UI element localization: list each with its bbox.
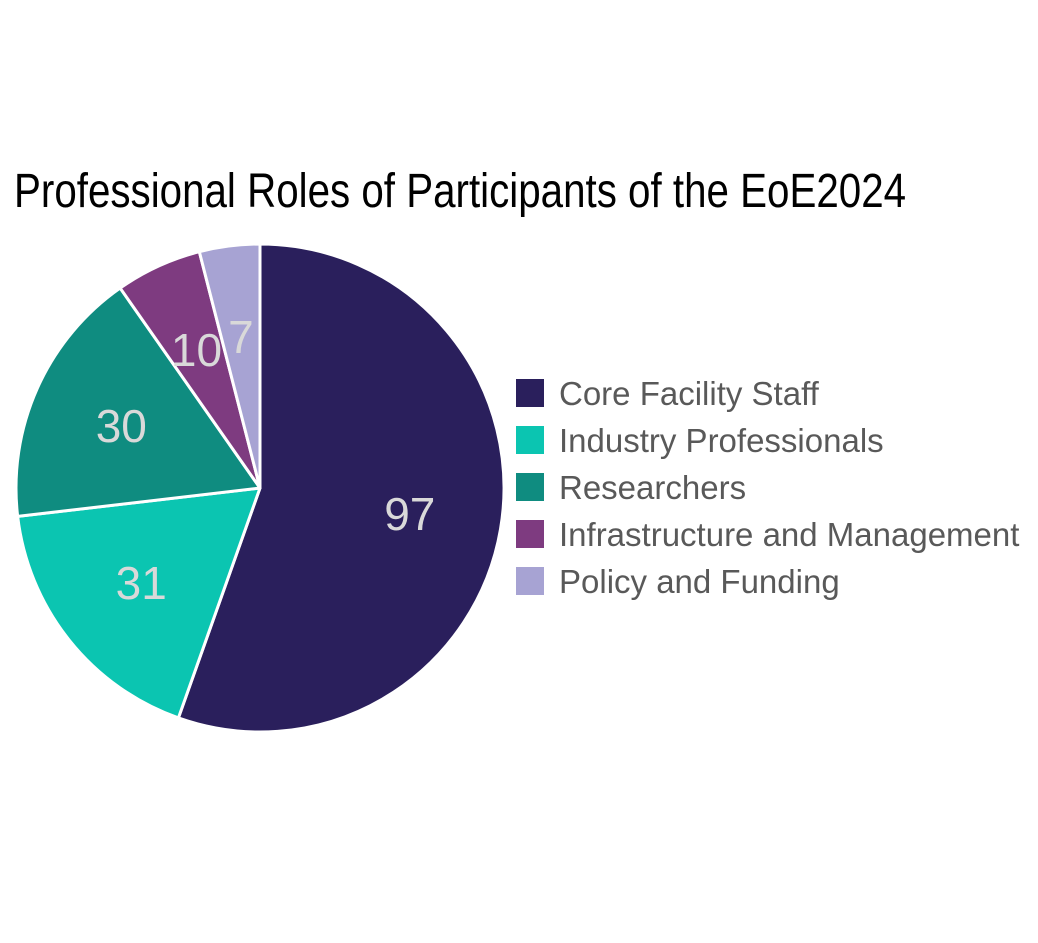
pie-slice-4 [197, 242, 262, 490]
legend-label-4: Policy and Funding [559, 562, 840, 600]
slice-value-label-0: 97 [384, 488, 435, 540]
legend-item-0: Core Facility Staff [516, 374, 1019, 412]
legend-swatch-icon-0 [516, 379, 544, 407]
legend-swatch-icon-3 [516, 520, 544, 548]
legend: Core Facility Staff Industry Professional… [516, 374, 1020, 600]
legend-item-2: Researchers [516, 468, 1019, 506]
pie-slice-2 [14, 286, 262, 518]
legend-label-0: Core Facility Staff [559, 374, 819, 412]
pie-slice-0 [176, 242, 506, 734]
legend-swatch-icon-2 [516, 473, 544, 501]
legend-swatch-icon-1 [516, 426, 544, 454]
slice-value-label-3: 10 [171, 324, 222, 376]
slice-value-label-1: 31 [116, 557, 167, 609]
pie-slice-1 [16, 486, 262, 720]
chart-title: Professional Roles of Participants of th… [14, 165, 907, 218]
legend-label-1: Industry Professionals [559, 421, 884, 459]
legend-item-4: Policy and Funding [516, 562, 1019, 600]
legend-item-3: Infrastructure and Management [516, 515, 1020, 553]
legend-label-2: Researchers [559, 468, 747, 506]
legend-item-1: Industry Professionals [516, 421, 1019, 459]
legend-label-3: Infrastructure and Management [559, 515, 1020, 553]
slice-value-label-4: 7 [228, 311, 254, 363]
legend-swatch-icon-4 [516, 567, 544, 595]
slice-value-label-2: 30 [96, 400, 147, 452]
